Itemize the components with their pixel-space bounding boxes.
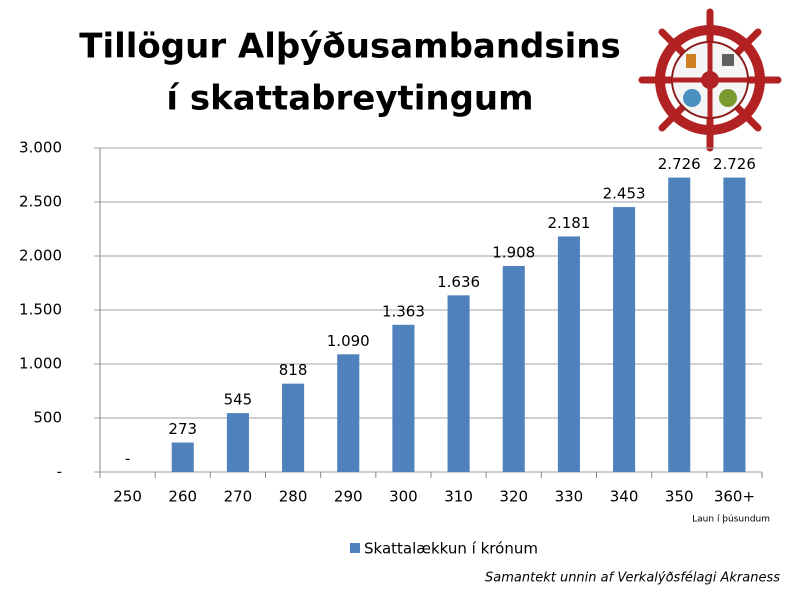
bar bbox=[668, 177, 691, 473]
x-tick-label: 290 bbox=[334, 488, 363, 506]
bar bbox=[226, 413, 249, 472]
y-tick-label: 2.000 bbox=[19, 247, 62, 265]
bar bbox=[171, 442, 194, 472]
data-label: 1.090 bbox=[327, 332, 370, 350]
chart-title: í skattabreytingum bbox=[166, 79, 533, 119]
bar bbox=[337, 354, 360, 472]
bar bbox=[613, 207, 636, 473]
chart-title: Tillögur Alþýðusambandsins bbox=[79, 27, 620, 67]
data-label: 2.453 bbox=[603, 185, 646, 203]
x-tick-label: 270 bbox=[224, 488, 253, 506]
x-axis-label: Laun í þúsundum bbox=[692, 515, 770, 525]
bar bbox=[447, 295, 470, 472]
bar bbox=[392, 324, 415, 472]
y-tick-label: - bbox=[57, 463, 62, 481]
x-tick-label: 320 bbox=[499, 488, 528, 506]
y-tick-label: 500 bbox=[33, 409, 62, 427]
x-tick-label: 280 bbox=[279, 488, 308, 506]
y-tick-label: 3.000 bbox=[19, 139, 62, 157]
legend-label: Skattalækkun í krónum bbox=[364, 540, 538, 558]
legend-swatch bbox=[350, 543, 360, 553]
data-label: 1.636 bbox=[437, 273, 480, 291]
data-label: 273 bbox=[168, 420, 197, 438]
data-label: 818 bbox=[279, 361, 308, 379]
data-label: - bbox=[125, 450, 130, 468]
data-label: 2.726 bbox=[658, 155, 701, 173]
data-label: 1.363 bbox=[382, 302, 425, 320]
y-tick-label: 1.500 bbox=[19, 301, 62, 319]
logo bbox=[638, 8, 782, 152]
y-tick-label: 2.500 bbox=[19, 193, 62, 211]
data-label: 1.908 bbox=[492, 243, 535, 261]
x-tick-label: 360+ bbox=[714, 488, 755, 506]
bar bbox=[557, 236, 580, 472]
bar bbox=[502, 265, 525, 472]
note: Samantekt unnin af Verkalýðsfélagi Akran… bbox=[485, 571, 780, 586]
data-label: 2.726 bbox=[713, 155, 756, 173]
x-tick-label: 330 bbox=[555, 488, 584, 506]
data-label: 545 bbox=[224, 391, 253, 409]
y-tick-label: 1.000 bbox=[19, 355, 62, 373]
x-tick-label: 310 bbox=[444, 488, 473, 506]
x-tick-label: 340 bbox=[610, 488, 639, 506]
x-tick-label: 260 bbox=[168, 488, 197, 506]
x-tick-label: 300 bbox=[389, 488, 418, 506]
x-tick-label: 250 bbox=[113, 488, 142, 506]
data-label: 2.181 bbox=[547, 214, 590, 232]
x-tick-label: 350 bbox=[665, 488, 694, 506]
bar bbox=[282, 383, 305, 472]
bar bbox=[723, 177, 746, 473]
